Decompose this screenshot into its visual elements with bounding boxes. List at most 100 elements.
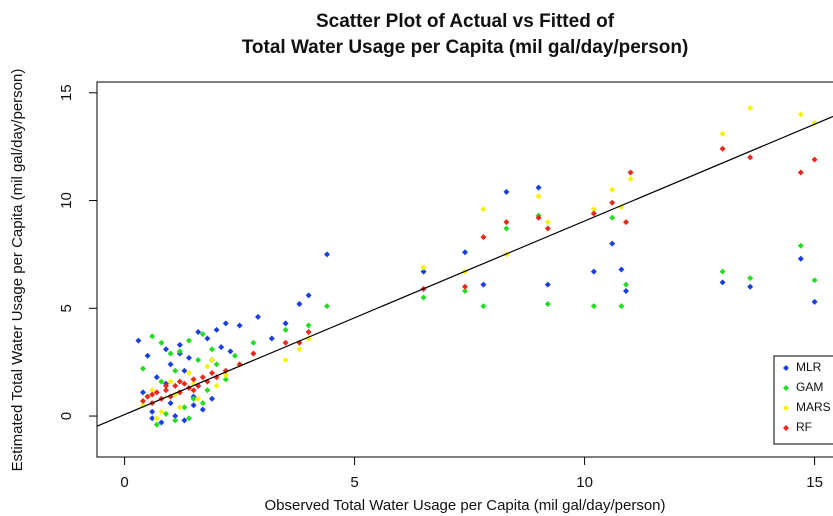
point: [167, 400, 174, 407]
legend-marker: [783, 405, 789, 411]
point: [204, 387, 211, 394]
point: [199, 374, 206, 381]
point: [153, 374, 160, 381]
point: [140, 389, 146, 396]
point: [797, 111, 804, 118]
point: [544, 219, 551, 226]
point: [158, 378, 165, 385]
x-axis-title: Observed Total Water Usage per Capita (m…: [264, 497, 665, 514]
point: [236, 322, 243, 329]
point: [140, 397, 146, 404]
point: [282, 320, 289, 327]
point: [199, 400, 206, 407]
point: [282, 326, 289, 333]
point: [186, 337, 192, 344]
point: [590, 303, 597, 310]
point: [176, 404, 183, 411]
point: [296, 346, 303, 353]
point: [462, 249, 468, 256]
point: [144, 393, 151, 400]
point: [305, 292, 312, 299]
point: [503, 188, 510, 195]
point: [462, 288, 468, 295]
point: [420, 264, 427, 271]
point: [213, 382, 220, 389]
point: [213, 361, 220, 368]
point: [420, 294, 427, 301]
x-tick-label: 15: [806, 474, 823, 491]
point: [167, 361, 174, 368]
point: [480, 206, 487, 213]
point: [204, 335, 211, 342]
y-tick-label: 15: [58, 84, 75, 101]
reference-line: [96, 115, 833, 427]
point: [609, 240, 616, 247]
point: [627, 175, 634, 182]
point: [747, 154, 754, 161]
point: [176, 378, 183, 385]
point: [811, 156, 818, 163]
point: [623, 288, 629, 295]
point: [250, 350, 257, 357]
point: [535, 214, 542, 221]
point: [149, 391, 156, 398]
point: [609, 199, 616, 206]
legend-marker: [783, 425, 789, 431]
point: [181, 380, 188, 387]
point: [719, 130, 726, 137]
point: [282, 357, 289, 364]
point: [153, 421, 160, 428]
point: [149, 333, 156, 340]
point: [153, 415, 160, 422]
point: [480, 234, 487, 241]
point: [544, 281, 551, 288]
point: [158, 339, 165, 346]
chart-title: Scatter Plot of Actual vs Fitted of: [316, 11, 615, 32]
point: [255, 313, 261, 320]
point: [199, 331, 206, 338]
point: [747, 104, 754, 111]
point: [623, 281, 629, 288]
point: [181, 367, 188, 374]
point: [199, 406, 206, 413]
point: [135, 337, 142, 344]
y-tick-label: 0: [58, 412, 75, 420]
point: [213, 326, 220, 333]
point: [227, 348, 234, 355]
legend-marker: [783, 385, 789, 391]
point: [149, 408, 156, 415]
x-tick-label: 5: [350, 474, 358, 491]
point: [144, 352, 151, 359]
plot-frame: [96, 81, 833, 458]
point: [305, 329, 312, 335]
legend-label: GAM: [796, 380, 823, 394]
point: [158, 419, 165, 426]
y-tick-label: 10: [58, 192, 75, 209]
point: [163, 346, 169, 353]
point: [462, 283, 468, 290]
point: [186, 369, 192, 376]
point: [324, 303, 330, 310]
point: [222, 320, 229, 327]
point: [268, 335, 275, 342]
point: [176, 348, 183, 355]
point: [623, 219, 629, 226]
point: [503, 219, 510, 226]
point: [609, 214, 616, 221]
point: [797, 169, 804, 176]
point: [163, 382, 169, 389]
point: [797, 255, 804, 262]
legend-marker: [783, 365, 789, 371]
point: [190, 395, 197, 402]
point: [186, 415, 192, 422]
point: [480, 303, 487, 310]
point: [747, 283, 754, 290]
point: [167, 350, 174, 357]
point: [503, 225, 510, 232]
point: [618, 266, 625, 273]
point: [195, 329, 202, 335]
point: [176, 341, 183, 348]
x-tick-label: 0: [120, 474, 128, 491]
point: [158, 408, 165, 415]
